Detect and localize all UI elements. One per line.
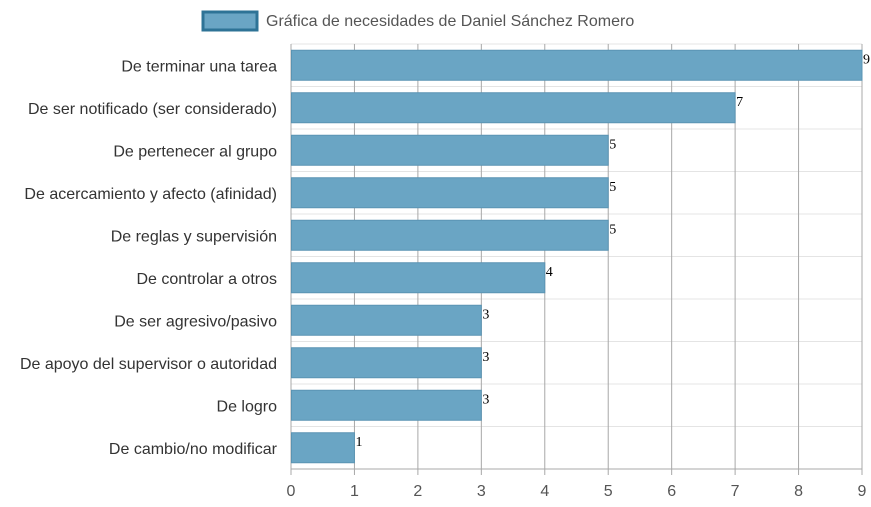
x-tick-label: 0 — [287, 483, 296, 500]
data-label: 4 — [546, 265, 553, 280]
data-label: 5 — [609, 137, 616, 152]
bar[interactable] — [291, 347, 482, 379]
data-labels: 9 7 5 5 5 4 3 3 3 1 — [355, 52, 870, 450]
category-label: De acercamiento y afecto (afinidad) — [24, 186, 277, 203]
category-label: De pertenecer al grupo — [113, 143, 277, 160]
category-label: De apoyo del supervisor o autoridad — [20, 356, 277, 373]
data-label: 3 — [482, 392, 489, 407]
category-label: De ser notificado (ser considerado) — [28, 101, 277, 118]
bar[interactable] — [291, 219, 609, 251]
category-label: De ser agresivo/pasivo — [114, 313, 277, 330]
legend-swatch — [201, 10, 259, 32]
x-tick-label: 6 — [667, 483, 676, 500]
x-tick-label: 8 — [794, 483, 803, 500]
category-labels: De terminar una tarea De ser notificado (… — [20, 58, 278, 458]
x-tick-label: 1 — [350, 483, 359, 500]
x-tick-label: 7 — [731, 483, 740, 500]
bar[interactable] — [291, 432, 355, 464]
data-label: 9 — [863, 52, 870, 67]
category-label: De terminar una tarea — [121, 58, 277, 75]
x-tick-label: 2 — [413, 483, 422, 500]
data-label: 3 — [482, 350, 489, 365]
data-label: 1 — [355, 435, 362, 450]
bar[interactable] — [291, 304, 482, 336]
legend[interactable]: Gráfica de necesidades de Daniel Sánchez… — [201, 10, 634, 32]
category-label: De cambio/no modificar — [109, 441, 278, 458]
category-label: De reglas y supervisión — [111, 228, 277, 245]
x-tick-label: 5 — [604, 483, 613, 500]
bar[interactable] — [291, 134, 609, 166]
bars — [291, 49, 863, 464]
category-label: De controlar a otros — [136, 271, 277, 288]
bar[interactable] — [291, 177, 609, 209]
bar[interactable] — [291, 389, 482, 421]
bar[interactable] — [291, 92, 736, 124]
x-tick-label: 9 — [858, 483, 867, 500]
x-tick-label: 4 — [540, 483, 549, 500]
data-label: 7 — [736, 95, 743, 110]
legend-label: Gráfica de necesidades de Daniel Sánchez… — [266, 13, 634, 30]
data-label: 5 — [609, 180, 616, 195]
data-label: 3 — [482, 307, 489, 322]
x-tick-label: 3 — [477, 483, 486, 500]
bar[interactable] — [291, 49, 863, 81]
x-axis: 0 1 2 3 4 5 6 7 8 9 — [287, 468, 867, 500]
data-label: 5 — [609, 222, 616, 237]
bar[interactable] — [291, 262, 546, 294]
category-label: De logro — [217, 398, 278, 415]
